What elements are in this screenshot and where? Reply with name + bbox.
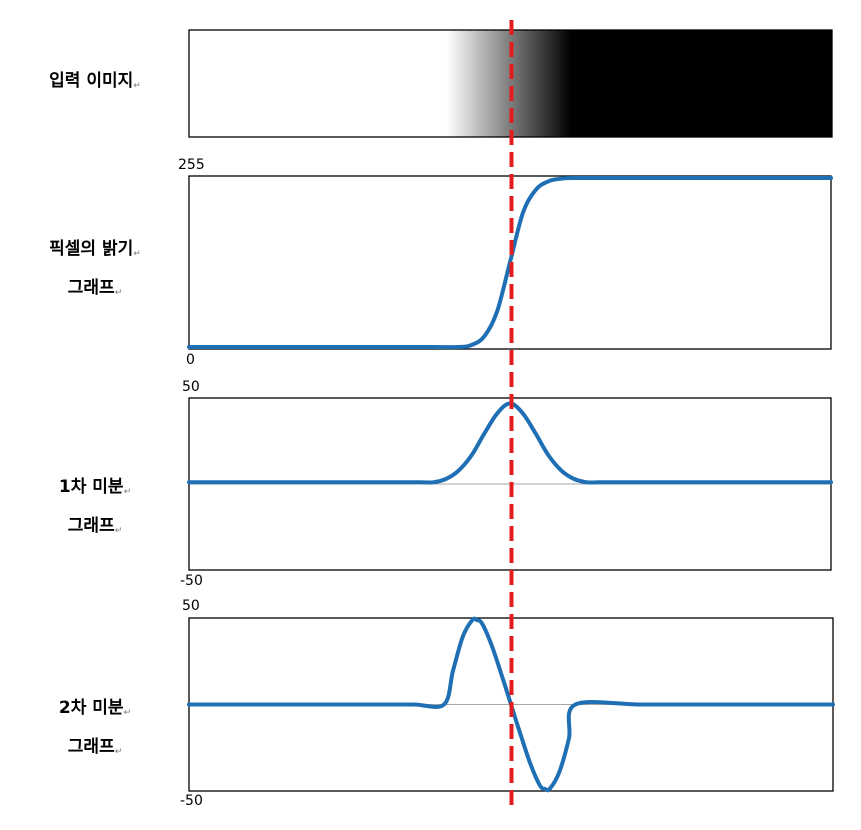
brightness-ytick-min: 0 bbox=[186, 352, 195, 368]
row-label-second-line2: 그래프↵ bbox=[10, 730, 180, 769]
brightness-ytick-max: 255 bbox=[178, 157, 205, 173]
row-label-brightness-line2-text: 그래프 bbox=[67, 278, 115, 298]
row-label-brightness-line1-text: 픽셀의 밝기 bbox=[49, 239, 134, 259]
row-label-brightness-line1: 픽셀의 밝기↵ bbox=[10, 232, 180, 271]
paragraph-mark-icon: ↵ bbox=[123, 487, 132, 497]
paragraph-mark-icon: ↵ bbox=[133, 249, 141, 259]
second-ytick-max: 50 bbox=[182, 598, 200, 614]
row-label-first-line2-text: 그래프 bbox=[67, 516, 115, 536]
row-label-input-image: 입력 이미지↵ bbox=[10, 64, 180, 103]
first-ytick-min: -50 bbox=[180, 573, 203, 589]
row-label-first-derivative: 1차 미분↵ 그래프↵ bbox=[10, 470, 180, 548]
second-ytick-min: -50 bbox=[180, 793, 203, 809]
paragraph-mark-icon: ↵ bbox=[114, 288, 123, 298]
row-label-first-line2: 그래프↵ bbox=[10, 509, 180, 548]
paragraph-mark-icon: ↵ bbox=[123, 708, 132, 718]
row-label-input-image-text: 입력 이미지 bbox=[49, 71, 134, 91]
row-label-first-line1: 1차 미분↵ bbox=[10, 470, 180, 509]
paragraph-mark-icon: ↵ bbox=[133, 81, 141, 91]
row-label-second-line1-text: 2차 미분 bbox=[58, 698, 124, 718]
row-label-brightness-line2: 그래프↵ bbox=[10, 271, 180, 310]
paragraph-mark-icon: ↵ bbox=[114, 526, 123, 536]
row-label-second-line2-text: 그래프 bbox=[67, 737, 115, 757]
row-label-second-line1: 2차 미분↵ bbox=[10, 691, 180, 730]
row-label-second-derivative: 2차 미분↵ 그래프↵ bbox=[10, 691, 180, 769]
row-label-first-line1-text: 1차 미분 bbox=[58, 477, 124, 497]
second-derivative-curve bbox=[187, 616, 835, 793]
first-ytick-max: 50 bbox=[182, 379, 200, 395]
row-label-brightness: 픽셀의 밝기↵ 그래프↵ bbox=[10, 232, 180, 310]
paragraph-mark-icon: ↵ bbox=[114, 747, 123, 757]
